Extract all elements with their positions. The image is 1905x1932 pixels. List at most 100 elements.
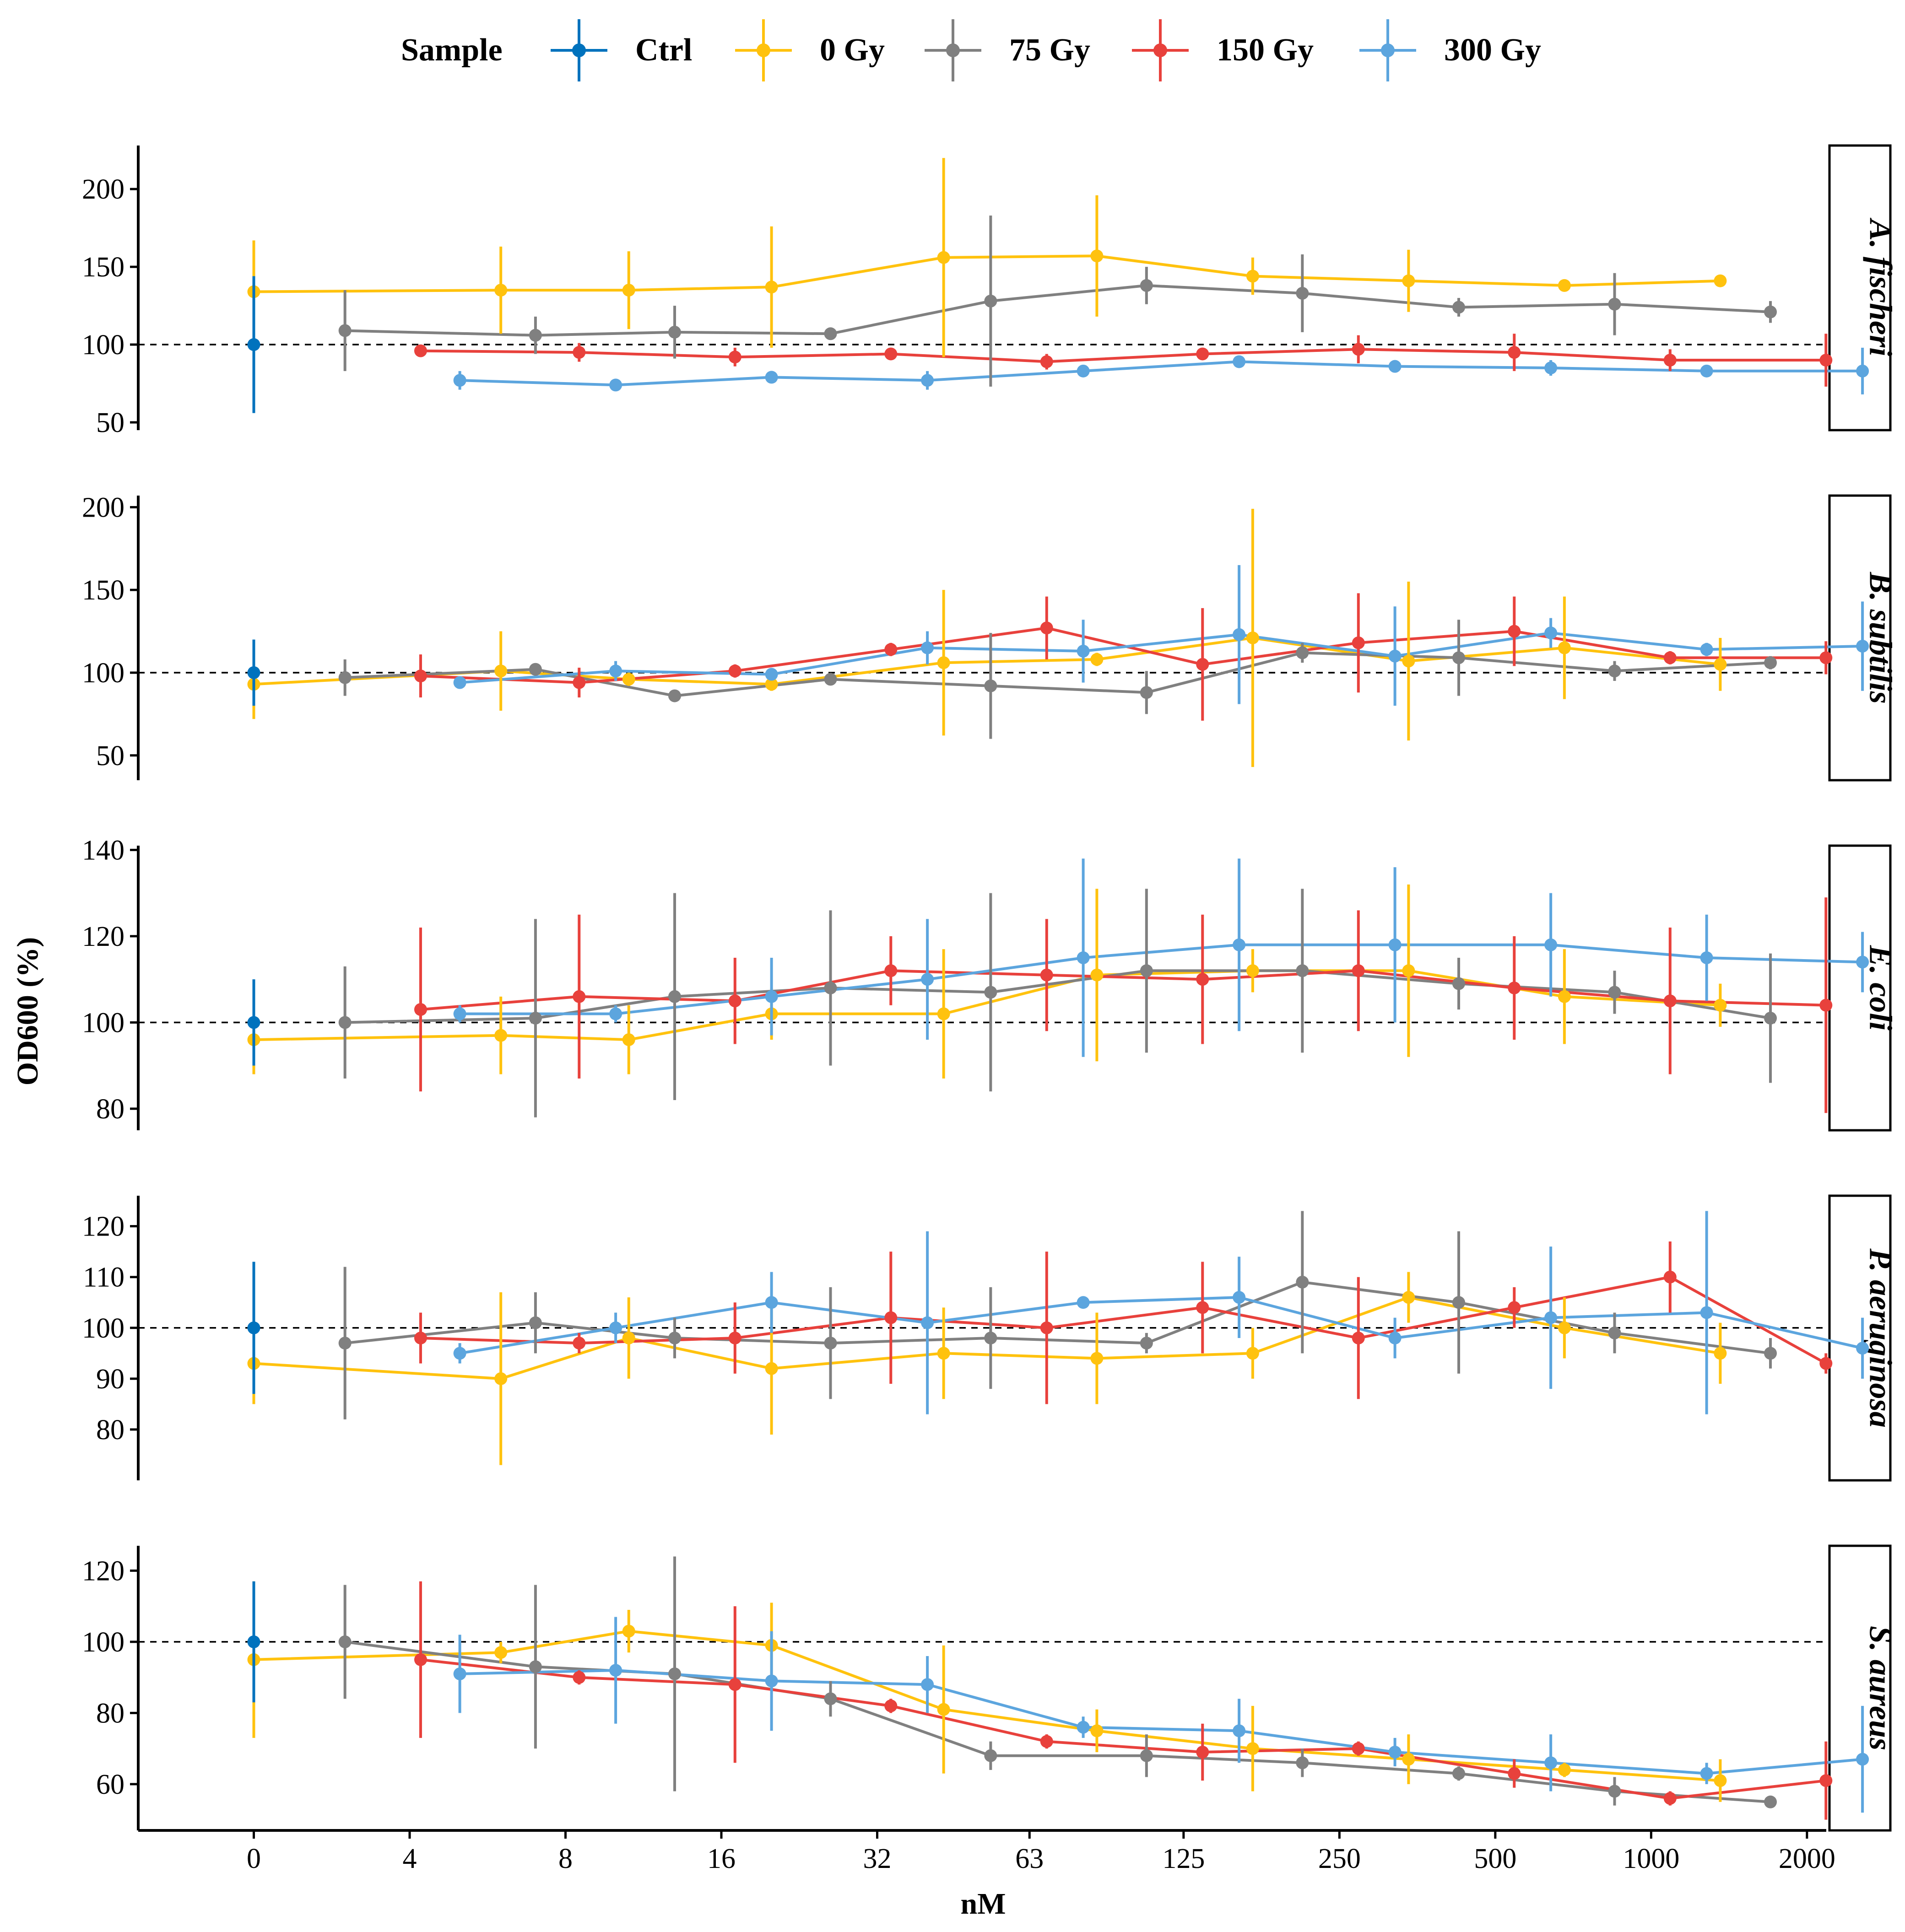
data-point (884, 1699, 898, 1712)
data-point (1452, 977, 1466, 990)
series-line (420, 1275, 1827, 1365)
data-point (1558, 279, 1571, 292)
data-point (1558, 1321, 1571, 1334)
data-point (1663, 994, 1677, 1008)
data-point (1296, 286, 1309, 300)
data-point (921, 1678, 934, 1691)
data-point (1452, 1296, 1466, 1309)
data-point (1558, 1763, 1571, 1776)
data-point (494, 664, 508, 678)
data-point (1544, 1311, 1558, 1324)
data-point (1140, 686, 1153, 699)
data-point (338, 324, 352, 337)
data-point (1388, 938, 1402, 951)
series-line (460, 1669, 1863, 1775)
data-point (1296, 646, 1309, 659)
data-point (1233, 355, 1246, 368)
data-point (529, 1316, 542, 1329)
panel-strip (1828, 144, 1892, 432)
data-point (1856, 364, 1869, 378)
data-point (1856, 1342, 1869, 1355)
data-point (1246, 631, 1259, 644)
data-point (765, 371, 778, 384)
y-tick-label: 140 (82, 835, 124, 866)
panel-title: P. aeruginosa (1863, 1248, 1898, 1428)
data-point (1352, 636, 1365, 649)
y-tick-label: 100 (82, 1007, 124, 1038)
series-line (254, 254, 1721, 293)
data-point (1819, 1357, 1833, 1370)
data-point (668, 990, 681, 1003)
data-point (728, 1332, 741, 1344)
data-point (414, 669, 427, 683)
panel: 50 100 150 200 A. fischeri (82, 144, 1898, 438)
data-point (1196, 347, 1209, 361)
data-point (1296, 1756, 1309, 1770)
data-point (609, 1321, 622, 1334)
panel-title: S. aureus (1863, 1626, 1898, 1750)
x-tick-label: 63 (1015, 1843, 1044, 1874)
data-point (1764, 1011, 1777, 1025)
data-point (1402, 1291, 1415, 1304)
data-point (609, 1664, 622, 1677)
legend-label: 0 Gy (820, 32, 885, 68)
legend-label: 150 Gy (1217, 32, 1314, 68)
y-tick-label: 100 (82, 1627, 124, 1658)
data-point (1040, 1735, 1053, 1748)
data-point (247, 1635, 260, 1648)
panel: 80 90 100 110 120 P. aeruginosa (82, 1194, 1898, 1482)
data-point (1508, 1767, 1521, 1780)
data-point (1196, 1301, 1209, 1314)
data-point (1296, 1275, 1309, 1289)
data-point (765, 1296, 778, 1309)
series-line (460, 631, 1863, 684)
data-point (1663, 354, 1677, 367)
x-tick-label: 125 (1162, 1843, 1205, 1874)
y-tick-label: 100 (82, 1313, 124, 1344)
data-point (1764, 305, 1777, 318)
series-line (460, 1296, 1863, 1355)
panel-title: E. coli (1863, 945, 1898, 1031)
data-point (1296, 964, 1309, 977)
data-point (414, 1003, 427, 1016)
data-point (247, 338, 260, 351)
data-point (1246, 1347, 1259, 1360)
data-point (984, 1332, 997, 1344)
data-point (1764, 1795, 1777, 1808)
data-point (1608, 1326, 1621, 1339)
data-point (1663, 1270, 1677, 1284)
data-point (884, 347, 898, 361)
data-point (824, 982, 837, 994)
data-point (573, 346, 586, 359)
data-point (765, 281, 778, 294)
legend-key-point (572, 43, 586, 57)
data-point (1508, 346, 1521, 359)
y-tick-label: 90 (96, 1364, 124, 1395)
panel-strip (1828, 1544, 1892, 1832)
data-point (1090, 249, 1104, 263)
data-point (609, 664, 622, 678)
data-point (494, 1029, 508, 1042)
data-point (529, 1660, 542, 1673)
x-axis-title: nM (961, 1887, 1006, 1921)
panel: 60 80 100 120 S. aureus (82, 1544, 1898, 1832)
data-point (1508, 982, 1521, 994)
legend-label: 75 Gy (1009, 32, 1090, 68)
data-point (1764, 1347, 1777, 1360)
data-point (1246, 964, 1259, 977)
data-point (1714, 1774, 1727, 1787)
data-point (247, 666, 260, 679)
data-point (728, 664, 741, 678)
legend-key-point (946, 43, 960, 57)
series-line (345, 284, 1771, 337)
data-point (884, 964, 898, 977)
data-point (1856, 640, 1869, 653)
data-point (573, 1337, 586, 1350)
data-point (1352, 964, 1365, 977)
data-point (1663, 1792, 1677, 1805)
data-point (1402, 274, 1415, 287)
data-point (1233, 938, 1246, 951)
data-point (622, 1033, 635, 1047)
y-tick-label: 80 (96, 1698, 124, 1729)
data-point (728, 351, 741, 364)
